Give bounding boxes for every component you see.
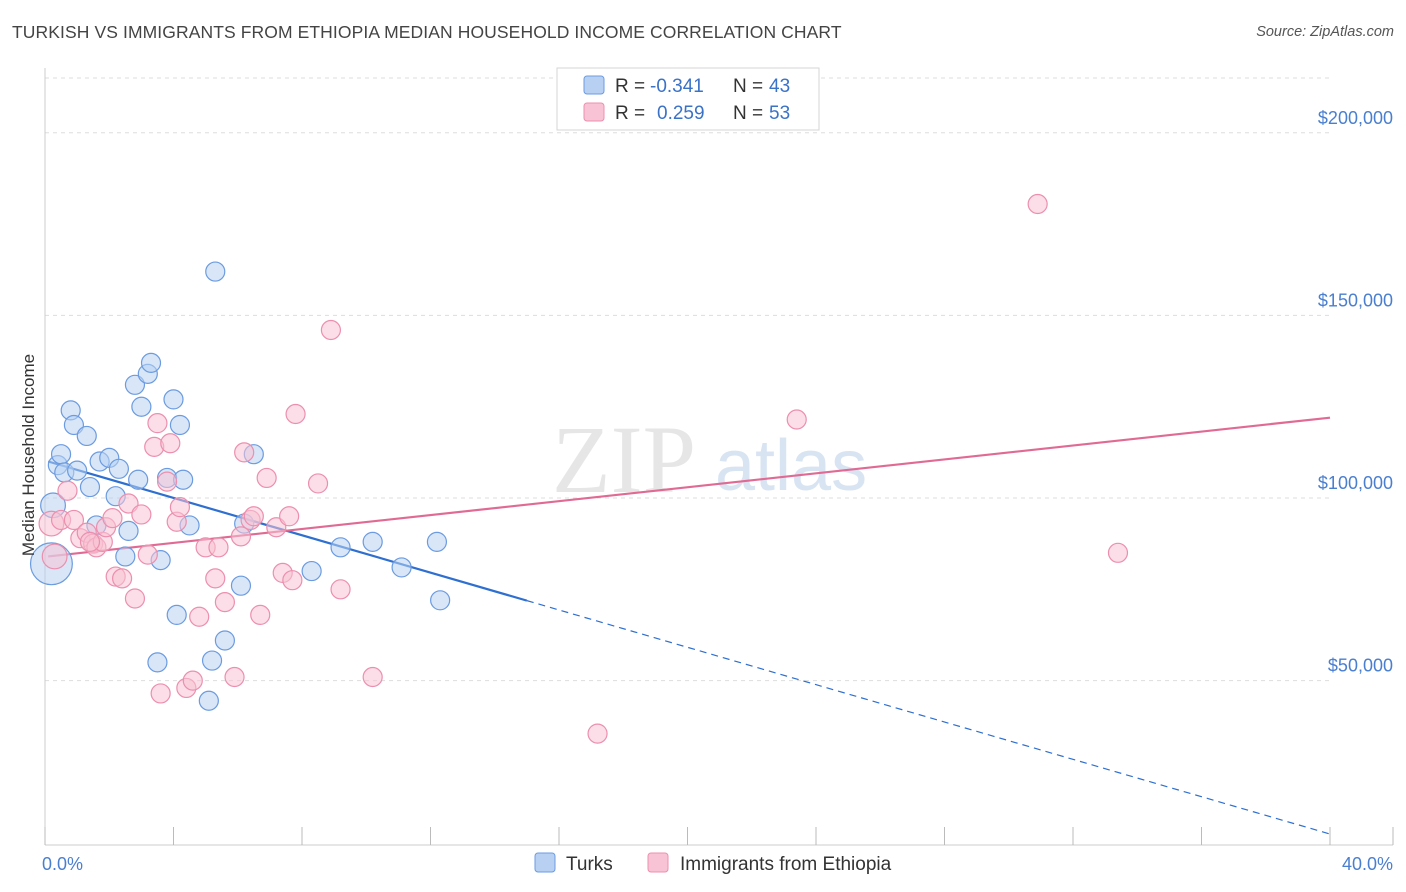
legend-swatch-turks: [583, 75, 605, 95]
point-turks-15: [115, 546, 136, 567]
point-ethiopia-24: [169, 497, 191, 518]
point-turks-26: [166, 604, 187, 626]
point-turks-8: [76, 425, 97, 447]
y-axis-label: Median Household Income: [19, 354, 38, 556]
point-turks-30: [198, 690, 219, 711]
x-tick-label-1: 40.0%: [1342, 854, 1393, 874]
point-ethiopia-11: [102, 508, 123, 529]
x-tick-label-0: 0.0%: [42, 854, 83, 874]
legend-r-value-ethiopia: 0.259: [657, 103, 705, 124]
point-turks-3: [50, 444, 72, 465]
bottom-legend-label-ethiopia: Immigrants from Ethiopia: [680, 854, 892, 875]
point-ethiopia-17: [137, 544, 158, 565]
point-ethiopia-37: [250, 604, 271, 626]
point-turks-33: [214, 630, 235, 651]
point-ethiopia-13: [111, 568, 133, 589]
legend-r-label-turks: R =: [615, 76, 645, 97]
point-turks-16: [118, 520, 139, 541]
point-ethiopia-43: [285, 403, 306, 425]
point-turks-42: [430, 590, 451, 611]
legend-n-value-ethiopia: 53: [769, 103, 790, 124]
point-turks-34: [230, 575, 252, 596]
point-ethiopia-33: [230, 526, 252, 547]
trend-line-ethiopia: [48, 416, 1331, 558]
legend-n-value-turks: 43: [769, 76, 790, 97]
point-ethiopia-29: [205, 568, 226, 589]
point-ethiopia-50: [1027, 193, 1048, 215]
point-ethiopia-16: [131, 504, 152, 525]
chart-source: Source: ZipAtlas.com: [1256, 24, 1394, 40]
point-turks-7: [67, 460, 88, 481]
chart-title: TURKISH VS IMMIGRANTS FROM ETHIOPIA MEDI…: [12, 22, 842, 42]
point-turks-19: [131, 396, 152, 417]
point-turks-31: [201, 650, 223, 671]
point-ethiopia-4: [63, 509, 85, 531]
point-ethiopia-31: [214, 592, 235, 613]
point-ethiopia-30: [208, 537, 229, 558]
point-ethiopia-44: [307, 473, 329, 494]
point-ethiopia-19: [147, 413, 168, 434]
point-ethiopia-14: [118, 493, 139, 514]
point-ethiopia-20: [150, 683, 171, 704]
legend-n-label-ethiopia: N =: [733, 103, 763, 124]
point-turks-18: [128, 469, 149, 490]
point-turks-40: [391, 557, 412, 578]
axes: [44, 68, 1394, 846]
point-turks-32: [205, 261, 226, 282]
point-ethiopia-46: [330, 579, 351, 600]
bottom-legend-label-turks: Turks: [566, 854, 613, 875]
y-tick-label-2: $150,000: [1318, 290, 1393, 310]
point-turks-6: [63, 414, 85, 436]
data-points: [29, 193, 1129, 744]
point-ethiopia-22: [160, 433, 181, 454]
point-turks-22: [147, 652, 168, 673]
correlation-legend: R = -0.341 N = 43 R = 0.259 N = 53: [556, 67, 820, 131]
point-turks-21: [140, 352, 162, 373]
watermark-zip: ZIP: [552, 406, 696, 513]
bottom-legend-swatch-ethiopia: [647, 852, 669, 873]
legend-r-value-turks: -0.341: [650, 76, 704, 97]
point-turks-27: [169, 414, 191, 436]
bottom-legend-swatch-turks: [534, 852, 556, 873]
point-ethiopia-38: [256, 467, 277, 489]
point-turks-9: [79, 476, 101, 498]
y-tick-label-3: $200,000: [1318, 108, 1393, 128]
legend-swatch-ethiopia: [583, 102, 605, 122]
point-ethiopia-49: [786, 409, 807, 430]
point-turks-17: [124, 374, 146, 395]
point-ethiopia-51: [1107, 542, 1129, 563]
point-ethiopia-15: [124, 588, 146, 609]
point-ethiopia-27: [189, 606, 210, 627]
point-ethiopia-41: [279, 506, 300, 527]
point-ethiopia-32: [224, 666, 245, 688]
trend-lines: [47, 416, 1331, 835]
trend-line-turks-extension: [526, 600, 1331, 835]
point-ethiopia-3: [57, 480, 78, 501]
y-tick-label-0: $50,000: [1328, 656, 1393, 676]
point-turks-39: [362, 531, 383, 552]
watermark-atlas: atlas: [715, 426, 867, 506]
point-turks-41: [426, 531, 448, 552]
point-turks-25: [163, 389, 184, 410]
point-ethiopia-21: [156, 471, 178, 492]
legend-n-label-turks: N =: [733, 76, 763, 97]
point-ethiopia-1: [41, 543, 68, 570]
y-tick-label-1: $100,000: [1318, 473, 1393, 493]
point-turks-38: [330, 537, 351, 558]
point-ethiopia-45: [320, 319, 342, 341]
point-ethiopia-52: [79, 531, 101, 552]
point-ethiopia-36: [243, 506, 264, 527]
point-turks-14: [108, 458, 129, 479]
point-ethiopia-26: [182, 670, 203, 691]
point-ethiopia-47: [362, 666, 383, 688]
tick-labels: $50,000 $100,000 $150,000 $200,000 0.0% 40.0%: [42, 108, 1393, 874]
point-turks-37: [301, 560, 322, 582]
point-ethiopia-42: [282, 570, 303, 591]
legend-r-label-ethiopia: R =: [615, 103, 645, 124]
point-ethiopia-48: [587, 723, 608, 744]
series-legend: Turks Immigrants from Ethiopia: [534, 852, 892, 875]
point-ethiopia-34: [234, 442, 255, 463]
point-ethiopia-39: [266, 517, 287, 538]
